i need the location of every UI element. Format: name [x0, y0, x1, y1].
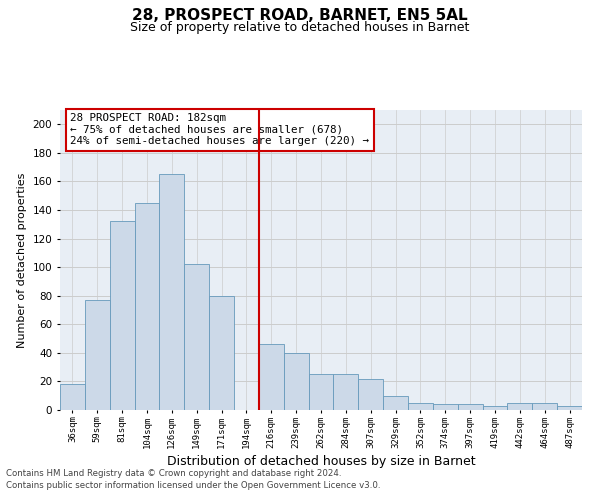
Bar [458, 404, 482, 410]
Bar [110, 222, 134, 410]
Bar [334, 374, 358, 410]
Text: 28 PROSPECT ROAD: 182sqm
← 75% of detached houses are smaller (678)
24% of semi-: 28 PROSPECT ROAD: 182sqm ← 75% of detach… [70, 113, 370, 146]
Text: 28, PROSPECT ROAD, BARNET, EN5 5AL: 28, PROSPECT ROAD, BARNET, EN5 5AL [132, 8, 468, 22]
Text: Contains HM Land Registry data © Crown copyright and database right 2024.: Contains HM Land Registry data © Crown c… [6, 468, 341, 477]
Bar [358, 378, 383, 410]
Bar [383, 396, 408, 410]
Bar [259, 344, 284, 410]
Bar [508, 403, 532, 410]
Y-axis label: Number of detached properties: Number of detached properties [17, 172, 27, 348]
Bar [60, 384, 85, 410]
Bar [209, 296, 234, 410]
Bar [284, 353, 308, 410]
Bar [433, 404, 458, 410]
Text: Size of property relative to detached houses in Barnet: Size of property relative to detached ho… [130, 21, 470, 34]
Bar [160, 174, 184, 410]
Bar [408, 403, 433, 410]
Bar [308, 374, 334, 410]
Bar [557, 406, 582, 410]
X-axis label: Distribution of detached houses by size in Barnet: Distribution of detached houses by size … [167, 455, 475, 468]
Bar [482, 406, 508, 410]
Text: Contains public sector information licensed under the Open Government Licence v3: Contains public sector information licen… [6, 481, 380, 490]
Bar [532, 403, 557, 410]
Bar [184, 264, 209, 410]
Bar [85, 300, 110, 410]
Bar [134, 203, 160, 410]
